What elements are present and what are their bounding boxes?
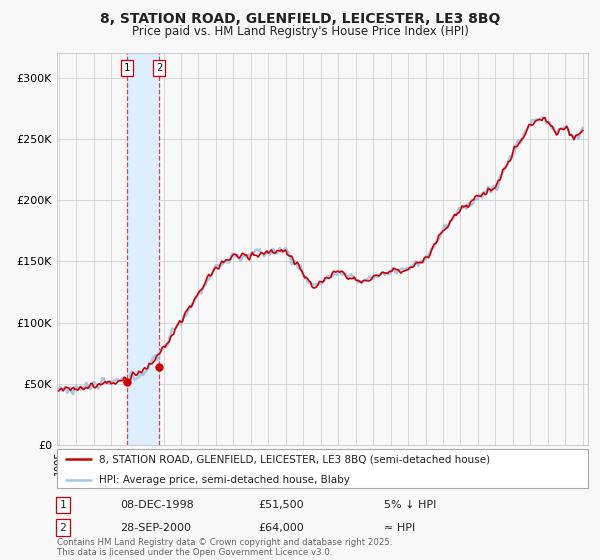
Text: £51,500: £51,500 (258, 500, 304, 510)
Text: 5% ↓ HPI: 5% ↓ HPI (384, 500, 436, 510)
Text: 2: 2 (156, 63, 162, 73)
Text: 1: 1 (124, 63, 130, 73)
Bar (127, 53, 159, 445)
Text: 8, STATION ROAD, GLENFIELD, LEICESTER, LE3 8BQ: 8, STATION ROAD, GLENFIELD, LEICESTER, L… (100, 12, 500, 26)
Text: 28-SEP-2000: 28-SEP-2000 (120, 522, 191, 533)
Text: 2: 2 (59, 522, 67, 533)
Text: 1: 1 (59, 500, 67, 510)
Text: Contains HM Land Registry data © Crown copyright and database right 2025.
This d: Contains HM Land Registry data © Crown c… (57, 538, 392, 557)
Text: Price paid vs. HM Land Registry's House Price Index (HPI): Price paid vs. HM Land Registry's House … (131, 25, 469, 38)
Text: HPI: Average price, semi-detached house, Blaby: HPI: Average price, semi-detached house,… (100, 475, 350, 486)
Text: £64,000: £64,000 (258, 522, 304, 533)
Text: ≈ HPI: ≈ HPI (384, 522, 415, 533)
Text: 08-DEC-1998: 08-DEC-1998 (120, 500, 194, 510)
Text: 8, STATION ROAD, GLENFIELD, LEICESTER, LE3 8BQ (semi-detached house): 8, STATION ROAD, GLENFIELD, LEICESTER, L… (100, 455, 491, 465)
